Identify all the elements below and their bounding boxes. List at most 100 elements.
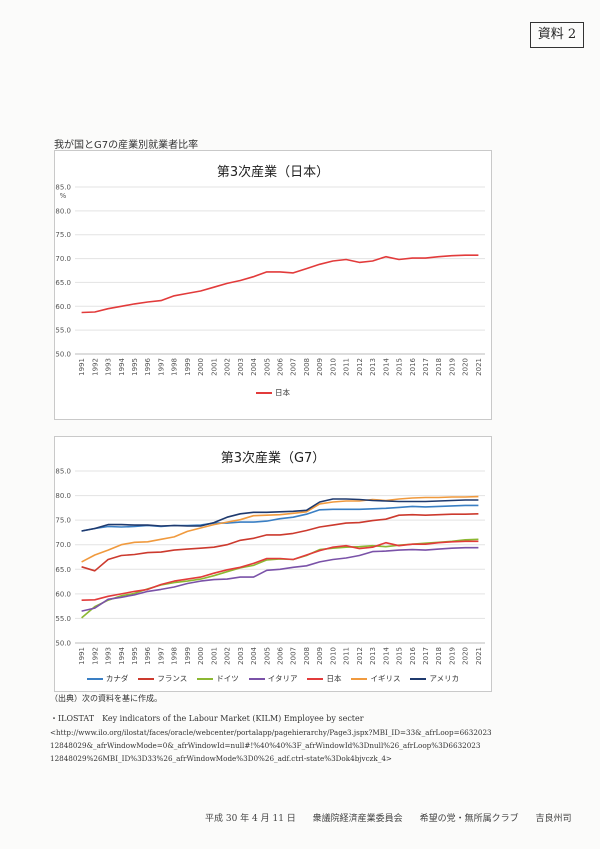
series-line-3 xyxy=(81,546,479,612)
x-tick-label: 2014 xyxy=(382,357,390,375)
x-tick-label: 2009 xyxy=(316,358,324,376)
y-tick-label: 70.0 xyxy=(55,541,71,549)
source-item: ・ILOSTAT Key indicators of the Labour Ma… xyxy=(50,714,364,723)
legend-swatch xyxy=(86,678,103,680)
y-tick-label: 55.0 xyxy=(55,615,71,623)
x-tick-label: 2006 xyxy=(277,646,285,664)
footer-person: 吉良州司 xyxy=(535,814,572,824)
x-tick-label: 2010 xyxy=(329,647,337,665)
x-tick-label: 2005 xyxy=(263,647,271,665)
x-tick-label: 1998 xyxy=(171,358,179,376)
legend-entry: カナダ xyxy=(86,673,129,684)
series-line-0 xyxy=(81,254,479,314)
section-title: 我が国とG7の産業別就業者比率 xyxy=(54,140,199,151)
x-tick-label: 2011 xyxy=(343,647,351,665)
g7-chart-legend: カナダ フランス ドイツ イタリア 日本 イギリス アメリカ xyxy=(55,673,491,684)
y-tick-label: 50.0 xyxy=(55,351,71,359)
x-tick-label: 2012 xyxy=(356,358,364,376)
footer-date: 平成 30 年 4 月 11 日 xyxy=(205,814,296,824)
x-tick-label: 1998 xyxy=(171,647,179,665)
legend-entry: 日本 xyxy=(256,387,290,398)
x-tick-label: 1992 xyxy=(91,358,99,376)
series-line-2 xyxy=(81,538,479,619)
g7-chart-title: 第3次産業（G7） xyxy=(220,451,326,466)
legend-label: 日本 xyxy=(326,674,342,683)
x-tick-label: 1999 xyxy=(184,358,192,376)
japan-chart: 第3次産業（日本） 85.0 80.0 75.0 70.0 65.0 60.0 55.0 50… xyxy=(54,150,492,420)
legend-swatch xyxy=(307,678,324,680)
x-tick-label: 2000 xyxy=(197,647,205,665)
y-axis-label: % xyxy=(60,192,67,200)
legend-swatch xyxy=(138,678,155,680)
legend-entry: イギリス xyxy=(351,673,400,684)
x-tick-label: 2004 xyxy=(250,646,258,664)
g7-chart: 第3次産業（G7） 85.0 80.0 75.0 70.0 65.0 60.0 55.0 50… xyxy=(54,436,492,692)
legend-entry: ドイツ xyxy=(197,673,239,684)
legend-swatch xyxy=(248,678,265,680)
y-tick-label: 80.0 xyxy=(55,492,71,500)
legend-label: カナダ xyxy=(105,674,129,683)
x-tick-label: 2004 xyxy=(250,357,258,375)
legend-label: アメリカ xyxy=(429,674,460,683)
x-tick-label: 2017 xyxy=(422,647,430,665)
x-tick-label: 2002 xyxy=(224,358,232,376)
legend-entry: フランス xyxy=(138,673,187,684)
source-url-line-1[interactable]: <http://www.ilo.org/ilostat/faces/oracle… xyxy=(50,728,492,737)
x-tick-label: 2001 xyxy=(210,647,218,665)
x-tick-label: 2008 xyxy=(303,647,311,665)
y-tick-label: 70.0 xyxy=(55,255,71,263)
footer-committee: 衆議院経済産業委員会 xyxy=(312,814,403,824)
x-tick-label: 1992 xyxy=(91,647,99,665)
y-tick-label: 55.0 xyxy=(55,327,71,335)
x-tick-label: 2017 xyxy=(422,358,430,376)
legend-label: 日本 xyxy=(275,388,290,397)
footer: 平成 30 年 4 月 11 日 衆議院経済産業委員会 希望の党・無所属クラブ … xyxy=(205,811,571,824)
x-tick-label: 2002 xyxy=(224,647,232,665)
x-tick-label: 2016 xyxy=(409,646,417,664)
legend-label: ドイツ xyxy=(216,674,239,683)
x-tick-label: 2016 xyxy=(409,357,417,375)
x-tick-label: 1996 xyxy=(144,646,152,664)
series-line-4 xyxy=(81,540,479,601)
x-tick-label: 1999 xyxy=(184,647,192,665)
y-tick-label: 75.0 xyxy=(55,231,71,239)
y-tick-label: 80.0 xyxy=(55,207,71,215)
source-url-line-2[interactable]: 12848029&_afrWindowMode=0&_afrWindowId=n… xyxy=(50,741,481,750)
x-tick-label: 1993 xyxy=(105,647,113,665)
x-tick-label: 2001 xyxy=(210,358,218,376)
japan-chart-plot: 85.0 80.0 75.0 70.0 65.0 60.0 55.0 50.0% 1991 199… xyxy=(55,184,485,376)
g7-chart-plot: 85.0 80.0 75.0 70.0 65.0 60.0 55.0 50.0 1991 1992… xyxy=(55,468,485,665)
x-tick-label: 1993 xyxy=(105,358,113,376)
x-tick-label: 2018 xyxy=(435,358,443,376)
x-tick-label: 2018 xyxy=(435,647,443,665)
source-heading: （出典）次の資料を基に作成。 xyxy=(50,694,162,703)
legend-swatch xyxy=(351,678,368,680)
x-tick-label: 2015 xyxy=(396,647,404,665)
source-url-line-3[interactable]: 12848029%26MBI_ID%3D33%26_afrWindowMode%… xyxy=(50,754,392,763)
y-tick-label: 50.0 xyxy=(55,640,71,648)
legend-label: フランス xyxy=(157,674,188,683)
x-tick-label: 2011 xyxy=(343,358,351,376)
x-tick-label: 1994 xyxy=(118,646,126,664)
x-tick-label: 2013 xyxy=(369,647,377,665)
x-tick-label: 2008 xyxy=(303,358,311,376)
x-tick-label: 1991 xyxy=(78,647,86,665)
x-tick-label: 1996 xyxy=(144,357,152,375)
x-tick-label: 1995 xyxy=(131,358,139,376)
x-tick-label: 2020 xyxy=(462,647,470,665)
x-tick-label: 2000 xyxy=(197,358,205,376)
y-tick-label: 65.0 xyxy=(55,566,71,574)
x-tick-label: 2007 xyxy=(290,358,298,376)
x-tick-label: 2006 xyxy=(277,357,285,375)
legend-entry: アメリカ xyxy=(410,673,459,684)
x-tick-label: 2015 xyxy=(396,358,404,376)
x-tick-label: 1997 xyxy=(157,647,165,665)
x-tick-label: 2021 xyxy=(475,358,483,376)
x-tick-label: 2019 xyxy=(448,358,456,376)
y-tick-label: 65.0 xyxy=(55,279,71,287)
legend-entry: イタリア xyxy=(248,673,297,684)
x-tick-label: 2020 xyxy=(462,358,470,376)
x-tick-label: 2003 xyxy=(237,358,245,376)
legend-swatch xyxy=(197,678,214,680)
y-tick-label: 85.0 xyxy=(55,184,71,192)
